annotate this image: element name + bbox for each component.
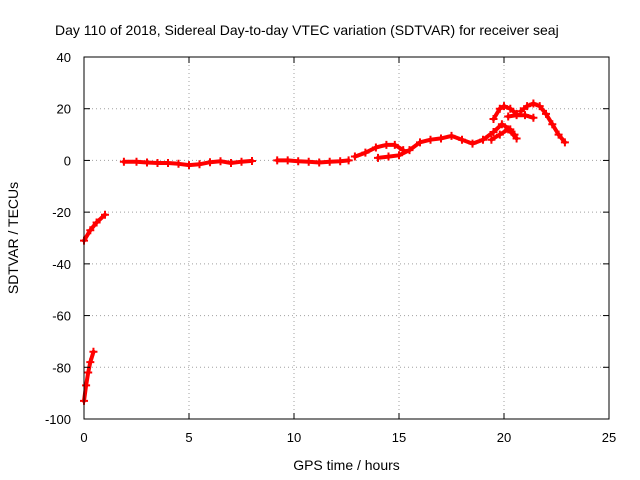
data-point [374,153,382,162]
data-point [185,161,193,170]
grid [84,57,609,419]
x-tick-label: 20 [497,430,511,445]
data-point [495,104,504,113]
data-point [405,146,414,155]
data-point [468,139,477,148]
data-point [516,107,525,116]
series-line-1 [82,212,107,243]
y-tick-label: -100 [45,412,71,427]
y-tick-label: -60 [52,309,71,324]
data-point [315,158,324,167]
data-point [523,102,532,111]
data-point [529,99,538,108]
data-point [206,158,214,167]
data-point [361,148,370,157]
data-point [426,135,435,144]
data-point [86,358,95,367]
data-point [119,157,128,166]
chart-title: Day 110 of 2018, Sidereal Day-to-day VTE… [55,22,559,38]
data-point [506,104,515,113]
data-point [529,113,538,122]
data-point [395,151,403,160]
y-axis-label: SDTVAR / TECUs [5,182,21,294]
y-tick-label: 20 [57,102,71,117]
data-point [500,102,508,111]
data-point [283,156,292,165]
data-point [325,157,334,166]
data-point [344,156,353,165]
data-point [174,159,183,168]
data-point [489,115,498,124]
axes: 0 5 10 15 20 25 -100 -80 -60 -40 -20 0 20 40 [45,50,616,445]
data-point [390,140,399,149]
data-point [504,125,513,134]
data-point [350,152,359,161]
data-point [382,140,391,149]
x-tick-label: 10 [287,430,301,445]
y-tick-label: -20 [52,205,71,220]
data-point [560,138,569,147]
data-point [521,111,529,120]
data-point [101,210,109,219]
x-tick-label: 15 [392,430,406,445]
data-point [273,156,282,165]
x-tick-label: 5 [185,430,192,445]
data-point [132,157,141,166]
data-point [548,120,557,129]
x-tick-label: 0 [80,430,87,445]
data-point [437,134,445,143]
plot-frame [83,56,610,420]
data-point [89,347,98,356]
data-point [153,159,162,168]
data-point [497,120,506,129]
data-point [164,159,172,168]
data-point [447,131,456,140]
data-point [542,109,550,118]
data-point [504,112,513,121]
data-point [82,381,91,390]
data-point [487,135,496,144]
x-tick-label: 25 [602,430,616,445]
data-point [512,111,521,120]
data-point [237,157,246,166]
data-point [86,226,95,235]
data-point [84,368,93,377]
data-point [227,159,235,168]
data-point [512,134,521,143]
plot-area [80,99,569,405]
data-point [479,135,487,144]
x-axis-label: GPS time / hours [293,457,400,473]
data-point [216,157,225,166]
data-point [416,138,424,147]
data-point [371,143,380,152]
data-point [495,130,504,139]
y-tick-label: 40 [57,50,71,65]
data-point [458,135,466,144]
data-point [294,157,303,166]
data-point [248,156,256,165]
data-point [384,152,393,161]
y-tick-label: -40 [52,257,71,272]
data-point [535,102,544,111]
data-point [554,130,563,139]
y-tick-label: 0 [64,153,71,168]
data-point [336,157,345,166]
data-point [92,218,101,227]
data-point [143,158,151,167]
data-point [304,157,313,166]
data-point [489,127,498,136]
series-line-10 [489,127,519,142]
y-tick-label: -80 [52,360,71,375]
data-point [195,160,204,169]
